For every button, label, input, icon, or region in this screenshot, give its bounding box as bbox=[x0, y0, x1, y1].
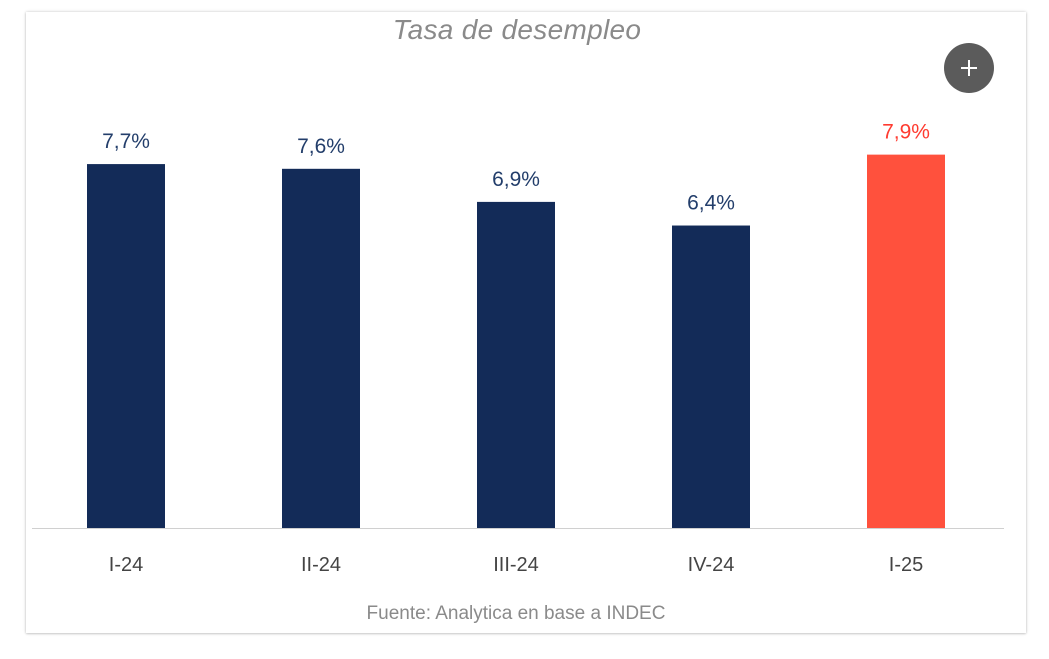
bar-II-24 bbox=[282, 168, 360, 529]
x-tick-label: I-24 bbox=[109, 554, 143, 576]
x-tick-label: III-24 bbox=[493, 554, 539, 576]
bar-chart: 7,7% I-24 7,6% II-24 6,9% III-24 6,4% IV-24 7,9%… bbox=[32, 121, 1004, 576]
x-tick-label: I-25 bbox=[889, 554, 923, 576]
bar-I-25 bbox=[867, 154, 945, 528]
bar-III-24 bbox=[477, 201, 555, 528]
bar-IV-24 bbox=[672, 225, 750, 528]
data-label: 7,7% bbox=[102, 130, 150, 153]
data-label: 6,9% bbox=[492, 168, 540, 191]
x-tick-label: II-24 bbox=[301, 554, 341, 576]
x-tick-label: IV-24 bbox=[688, 554, 735, 576]
chart-title: Tasa de desempleo bbox=[392, 14, 642, 45]
data-label: 7,6% bbox=[297, 135, 345, 158]
plus-icon bbox=[961, 60, 977, 76]
bar-I-24 bbox=[87, 164, 165, 529]
chart-source: Fuente: Analytica en base a INDEC bbox=[366, 603, 666, 624]
expand-button[interactable] bbox=[944, 43, 994, 93]
data-label: 6,4% bbox=[687, 192, 735, 215]
data-label: 7,9% bbox=[882, 121, 930, 144]
